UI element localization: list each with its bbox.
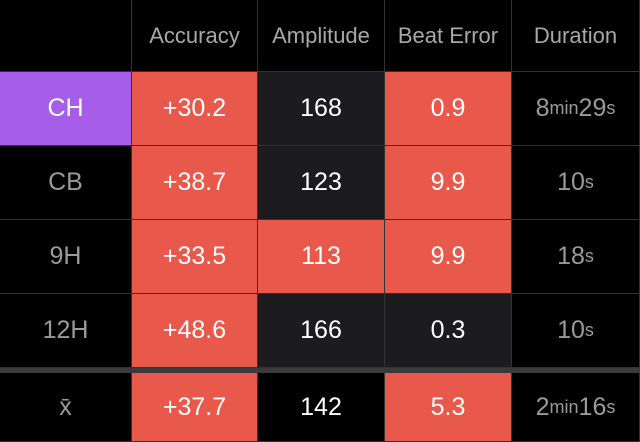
amplitude-cell: 142 — [258, 373, 385, 442]
accuracy-cell: +30.2 — [132, 72, 258, 146]
beat-error-cell: 9.9 — [385, 146, 512, 220]
duration-cell: 10 s — [512, 146, 640, 220]
duration-cell: 18 s — [512, 220, 640, 294]
beat-error-cell: 0.3 — [385, 294, 512, 368]
corner-cell — [0, 0, 132, 72]
header-cell: Accuracy — [132, 0, 258, 72]
accuracy-cell: +33.5 — [132, 220, 258, 294]
beat-error-cell: 9.9 — [385, 220, 512, 294]
separator — [0, 368, 640, 373]
accuracy-cell: +37.7 — [132, 373, 258, 442]
row-label[interactable]: CB — [0, 146, 132, 220]
row-label[interactable]: 9H — [0, 220, 132, 294]
header-cell: Beat Error — [385, 0, 512, 72]
beat-error-cell: 5.3 — [385, 373, 512, 442]
amplitude-cell: 166 — [258, 294, 385, 368]
header-cell: Amplitude — [258, 0, 385, 72]
duration-cell: 8 min 29 s — [512, 72, 640, 146]
row-label: x̄ — [0, 373, 132, 442]
accuracy-cell: +48.6 — [132, 294, 258, 368]
duration-cell: 10 s — [512, 294, 640, 368]
accuracy-cell: +38.7 — [132, 146, 258, 220]
duration-cell: 2 min 16 s — [512, 373, 640, 442]
row-label[interactable]: 12H — [0, 294, 132, 368]
header-cell: Duration — [512, 0, 640, 72]
amplitude-cell: 123 — [258, 146, 385, 220]
amplitude-cell: 113 — [258, 220, 385, 294]
row-label[interactable]: CH — [0, 72, 132, 146]
amplitude-cell: 168 — [258, 72, 385, 146]
beat-error-cell: 0.9 — [385, 72, 512, 146]
